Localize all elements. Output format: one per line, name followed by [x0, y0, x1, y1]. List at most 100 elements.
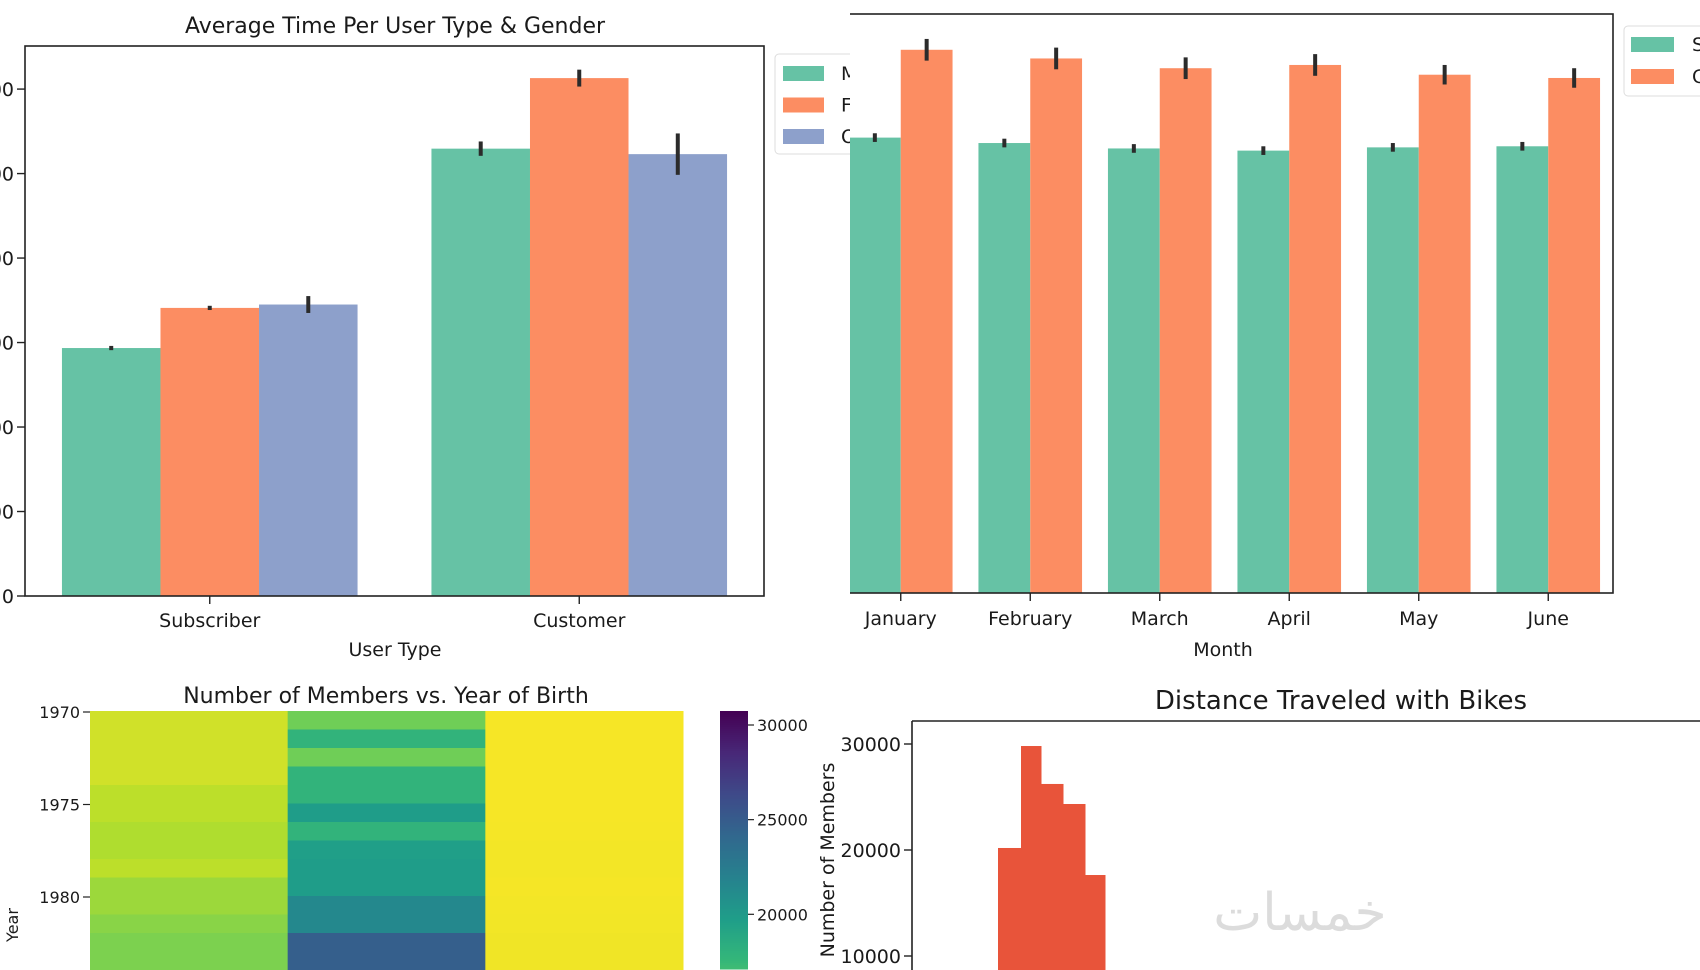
y-tick-label: 10000	[841, 946, 901, 968]
colorbar-segment	[720, 921, 748, 924]
colorbar-segment	[720, 857, 748, 860]
colorbar-segment	[720, 837, 748, 840]
y-tick-label: 1980	[39, 888, 80, 907]
colorbar-segment	[720, 755, 748, 758]
heatmap-cell	[90, 896, 289, 915]
y-tick-label: 200	[0, 502, 14, 524]
legend-label: Customer	[1692, 66, 1700, 88]
heatmap-cell	[485, 877, 684, 897]
colorbar-segment	[720, 797, 748, 800]
colorbar-segment	[720, 739, 748, 742]
colorbar-segment	[720, 789, 748, 792]
colorbar-segment	[720, 913, 748, 916]
colorbar-segment	[720, 757, 748, 760]
legend-swatch	[783, 129, 824, 144]
colorbar-segment	[720, 905, 748, 908]
legend-swatch	[1631, 69, 1674, 84]
colorbar-segment	[720, 803, 748, 806]
bar-customer-march	[1159, 68, 1212, 593]
heatmap-cell	[485, 859, 684, 878]
heatmap-cell	[287, 803, 486, 823]
bar-customer-february	[1030, 58, 1083, 593]
colorbar-segment	[720, 929, 748, 932]
bar-customer-january	[900, 49, 953, 594]
colorbar-segment	[720, 955, 748, 958]
heatmap-cell	[287, 729, 486, 749]
colorbar-segment	[720, 949, 748, 952]
colorbar-segment	[720, 859, 748, 862]
colorbar-segment	[720, 751, 748, 754]
colorbar-segment	[720, 759, 748, 762]
legend-label: Subscriber	[1692, 34, 1700, 56]
legend-label: Female	[841, 95, 910, 117]
colorbar-segment	[720, 727, 748, 730]
y-tick-label: 1000	[0, 164, 14, 186]
axes-frame	[24, 45, 765, 597]
colorbar-segment	[720, 743, 748, 746]
colorbar-segment	[720, 847, 748, 850]
colorbar-segment	[720, 855, 748, 858]
legend-swatch	[783, 97, 824, 113]
colorbar-segment	[720, 869, 748, 872]
heatmap-cell	[287, 859, 486, 878]
colorbar-segment	[720, 925, 748, 928]
heatmap-members-year-of-birth: Number of Members vs. Year of Birth 1970 1…	[3, 684, 808, 970]
histogram-bar	[1021, 746, 1042, 970]
colorbar-segment	[720, 771, 748, 774]
histogram-bar	[1041, 783, 1064, 970]
colorbar-tick-label: 30000	[757, 716, 808, 735]
heatmap-cell	[287, 766, 486, 786]
colorbar-segment	[720, 881, 748, 884]
colorbar-segment	[720, 831, 748, 834]
colorbar-segment	[720, 715, 748, 718]
histogram-title: Distance Traveled with Bikes	[1155, 686, 1527, 716]
colorbar-segment	[720, 787, 748, 790]
colorbar-segment	[720, 833, 748, 836]
colorbar-segment	[720, 749, 748, 752]
bar-subscriber-june	[1496, 146, 1549, 594]
heatmap-cell	[90, 785, 289, 804]
colorbar-segment	[720, 825, 748, 828]
colorbar-segment	[720, 795, 748, 798]
colorbar-segment	[720, 729, 748, 732]
x-tick-label: June	[1527, 608, 1569, 630]
x-tick-label: February	[988, 608, 1072, 630]
y-tick-label: 1200	[0, 79, 14, 101]
colorbar-segment	[720, 853, 748, 856]
heatmap-cell	[287, 877, 486, 897]
colorbar-segment	[720, 815, 748, 818]
heatmap-cell	[90, 748, 289, 767]
heatmap-cell	[90, 822, 289, 841]
axes-frame	[850, 13, 1614, 594]
colorbar-segment	[720, 963, 748, 966]
colorbar-segment	[720, 717, 748, 720]
colorbar-segment	[720, 937, 748, 940]
y-tick-label: 600	[0, 333, 14, 355]
colorbar-segment	[720, 745, 748, 748]
colorbar-segment	[720, 719, 748, 722]
colorbar-segment	[720, 871, 748, 874]
colorbar-segment	[720, 775, 748, 778]
legend-label: Other	[841, 126, 895, 148]
colorbar-segment	[720, 919, 748, 922]
heatmap-cell	[485, 711, 684, 730]
colorbar-segment	[720, 947, 748, 950]
x-tick-label: Customer	[533, 610, 625, 632]
colorbar-segment	[720, 959, 748, 962]
heatmap-title: Number of Members vs. Year of Birth	[183, 684, 589, 709]
y-tick-label: 30000	[841, 734, 901, 756]
x-tick-label: April	[1268, 608, 1311, 630]
heatmap-cell	[90, 840, 289, 860]
colorbar-segment	[720, 821, 748, 824]
x-tick-label: May	[1399, 608, 1438, 630]
colorbar-segment	[720, 961, 748, 964]
colorbar-segment	[720, 811, 748, 814]
bar-subscriber-april	[1237, 150, 1290, 593]
bar-customer-april	[1289, 64, 1342, 593]
colorbar-segment	[720, 891, 748, 894]
heatmap-cell	[485, 896, 684, 915]
x-axis-label: Month	[1193, 639, 1253, 661]
colorbar-segment	[720, 805, 748, 808]
colorbar-segment	[720, 895, 748, 898]
